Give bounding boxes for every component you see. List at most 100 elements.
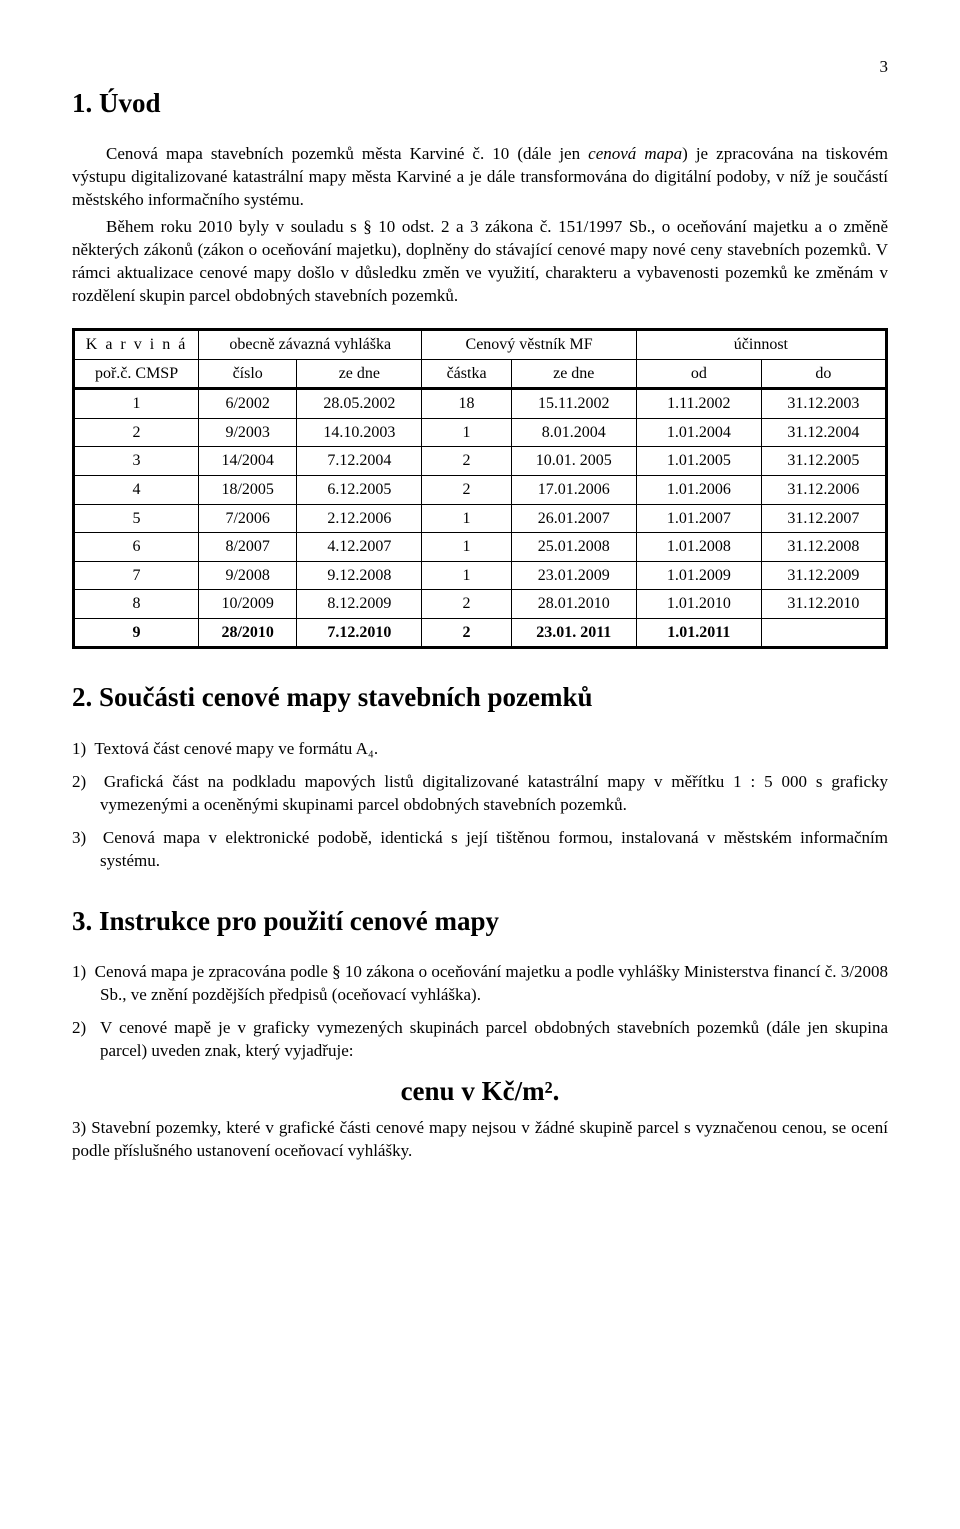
section3-item-1: 1) Cenová mapa je zpracována podle § 10 … <box>72 961 888 1007</box>
table-cell: 25.01.2008 <box>511 533 636 562</box>
th-ucinnost: účinnost <box>636 329 886 359</box>
table-cell: 1.01.2009 <box>636 561 761 590</box>
table-cell: 31.12.2003 <box>761 389 886 419</box>
table-cell: 1.01.2010 <box>636 590 761 619</box>
th-vestnik: Cenový věstník MF <box>422 329 636 359</box>
table-cell: 1.01.2007 <box>636 504 761 533</box>
table-cell: 1.11.2002 <box>636 389 761 419</box>
table-row: 928/20107.12.2010223.01. 20111.01.2011 <box>74 618 887 648</box>
table-row: 79/20089.12.2008123.01.20091.01.200931.1… <box>74 561 887 590</box>
table-cell: 2.12.2006 <box>297 504 422 533</box>
table-cell: 17.01.2006 <box>511 475 636 504</box>
table-cell: 28/2010 <box>199 618 297 648</box>
table-cell: 7 <box>74 561 199 590</box>
table-cell: 6 <box>74 533 199 562</box>
table-row: 810/20098.12.2009228.01.20101.01.201031.… <box>74 590 887 619</box>
table-cell: 28.01.2010 <box>511 590 636 619</box>
table-cell: 14.10.2003 <box>297 418 422 447</box>
price-label: cenu v Kč/m². <box>72 1073 888 1109</box>
table-cell: 1 <box>74 389 199 419</box>
table-cell: 9/2008 <box>199 561 297 590</box>
table-cell: 18/2005 <box>199 475 297 504</box>
table-cell: 6.12.2005 <box>297 475 422 504</box>
th-vyhlaska: obecně závazná vyhláška <box>199 329 422 359</box>
table-cell: 23.01.2009 <box>511 561 636 590</box>
table-cell: 31.12.2009 <box>761 561 886 590</box>
table-cell: 1.01.2008 <box>636 533 761 562</box>
table-cell: 31.12.2008 <box>761 533 886 562</box>
table-cell: 31.12.2005 <box>761 447 886 476</box>
table-cell: 1.01.2006 <box>636 475 761 504</box>
th-do: do <box>761 359 886 389</box>
table-cell: 4 <box>74 475 199 504</box>
table-cell: 26.01.2007 <box>511 504 636 533</box>
th-karvina: K a r v i n á <box>74 329 199 359</box>
table-cell: 6/2002 <box>199 389 297 419</box>
table-cell: 18 <box>422 389 511 419</box>
table-cell: 2 <box>74 418 199 447</box>
table-cell: 1.01.2005 <box>636 447 761 476</box>
section2-item-2: 2) Grafická část na podkladu mapových li… <box>72 771 888 817</box>
table-cell: 28.05.2002 <box>297 389 422 419</box>
th-od: od <box>636 359 761 389</box>
table-cell: 14/2004 <box>199 447 297 476</box>
section3-heading: 3. Instrukce pro použití cenové mapy <box>72 903 888 939</box>
table-cell: 2 <box>422 618 511 648</box>
th-porc: poř.č. CMSP <box>74 359 199 389</box>
table-cell: 1 <box>422 561 511 590</box>
page-number: 3 <box>72 56 888 79</box>
section2-list: 1) Textová část cenové mapy ve formátu A… <box>72 738 888 873</box>
table-row: 29/200314.10.200318.01.20041.01.200431.1… <box>74 418 887 447</box>
table-cell: 1 <box>422 504 511 533</box>
table-cell: 5 <box>74 504 199 533</box>
table-cell: 1 <box>422 418 511 447</box>
table-row: 57/20062.12.2006126.01.20071.01.200731.1… <box>74 504 887 533</box>
table-cell: 8 <box>74 590 199 619</box>
table-cell: 9/2003 <box>199 418 297 447</box>
table-cell: 2 <box>422 590 511 619</box>
section2-item-1: 1) Textová část cenové mapy ve formátu A… <box>72 738 888 761</box>
section1-para1: Cenová mapa stavebních pozemků města Kar… <box>72 143 888 212</box>
table-cell: 7.12.2010 <box>297 618 422 648</box>
table-cell: 7.12.2004 <box>297 447 422 476</box>
table-cell: 2 <box>422 475 511 504</box>
table-cell: 23.01. 2011 <box>511 618 636 648</box>
th-zedne1: ze dne <box>297 359 422 389</box>
table-cell <box>761 618 886 648</box>
table-cell: 31.12.2006 <box>761 475 886 504</box>
table-cell: 31.12.2010 <box>761 590 886 619</box>
table-row: 418/20056.12.2005217.01.20061.01.200631.… <box>74 475 887 504</box>
th-cislo: číslo <box>199 359 297 389</box>
table-row: 68/20074.12.2007125.01.20081.01.200831.1… <box>74 533 887 562</box>
table-cell: 8.01.2004 <box>511 418 636 447</box>
table-cell: 31.12.2004 <box>761 418 886 447</box>
section1-para2: Během roku 2010 byly v souladu s § 10 od… <box>72 216 888 308</box>
section2-item-3: 3) Cenová mapa v elektronické podobě, id… <box>72 827 888 873</box>
table-cell: 9.12.2008 <box>297 561 422 590</box>
section3-item-2: 2) V cenové mapě je v graficky vymezenýc… <box>72 1017 888 1063</box>
section2-heading: 2. Součásti cenové mapy stavebních pozem… <box>72 679 888 715</box>
table-cell: 1.01.2004 <box>636 418 761 447</box>
table-cell: 2 <box>422 447 511 476</box>
section1-heading: 1. Úvod <box>72 85 888 121</box>
table-row: 314/20047.12.2004210.01. 20051.01.200531… <box>74 447 887 476</box>
th-zedne2: ze dne <box>511 359 636 389</box>
table-cell: 1 <box>422 533 511 562</box>
table-cell: 7/2006 <box>199 504 297 533</box>
table-cell: 1.01.2011 <box>636 618 761 648</box>
table-cell: 8.12.2009 <box>297 590 422 619</box>
th-castka: částka <box>422 359 511 389</box>
para1-text-a: Cenová mapa stavebních pozemků města Kar… <box>106 144 588 163</box>
section3-list: 1) Cenová mapa je zpracována podle § 10 … <box>72 961 888 1063</box>
table-cell: 8/2007 <box>199 533 297 562</box>
table-cell: 10.01. 2005 <box>511 447 636 476</box>
cmsp-table: K a r v i n á obecně závazná vyhláška Ce… <box>72 328 888 650</box>
table-cell: 9 <box>74 618 199 648</box>
table-cell: 4.12.2007 <box>297 533 422 562</box>
para1-italic: cenová mapa <box>588 144 682 163</box>
cmsp-tbody: 16/200228.05.20021815.11.20021.11.200231… <box>74 389 887 648</box>
table-cell: 10/2009 <box>199 590 297 619</box>
section3-item-3: 3) Stavební pozemky, které v grafické čá… <box>72 1117 888 1163</box>
table-cell: 15.11.2002 <box>511 389 636 419</box>
table-cell: 31.12.2007 <box>761 504 886 533</box>
